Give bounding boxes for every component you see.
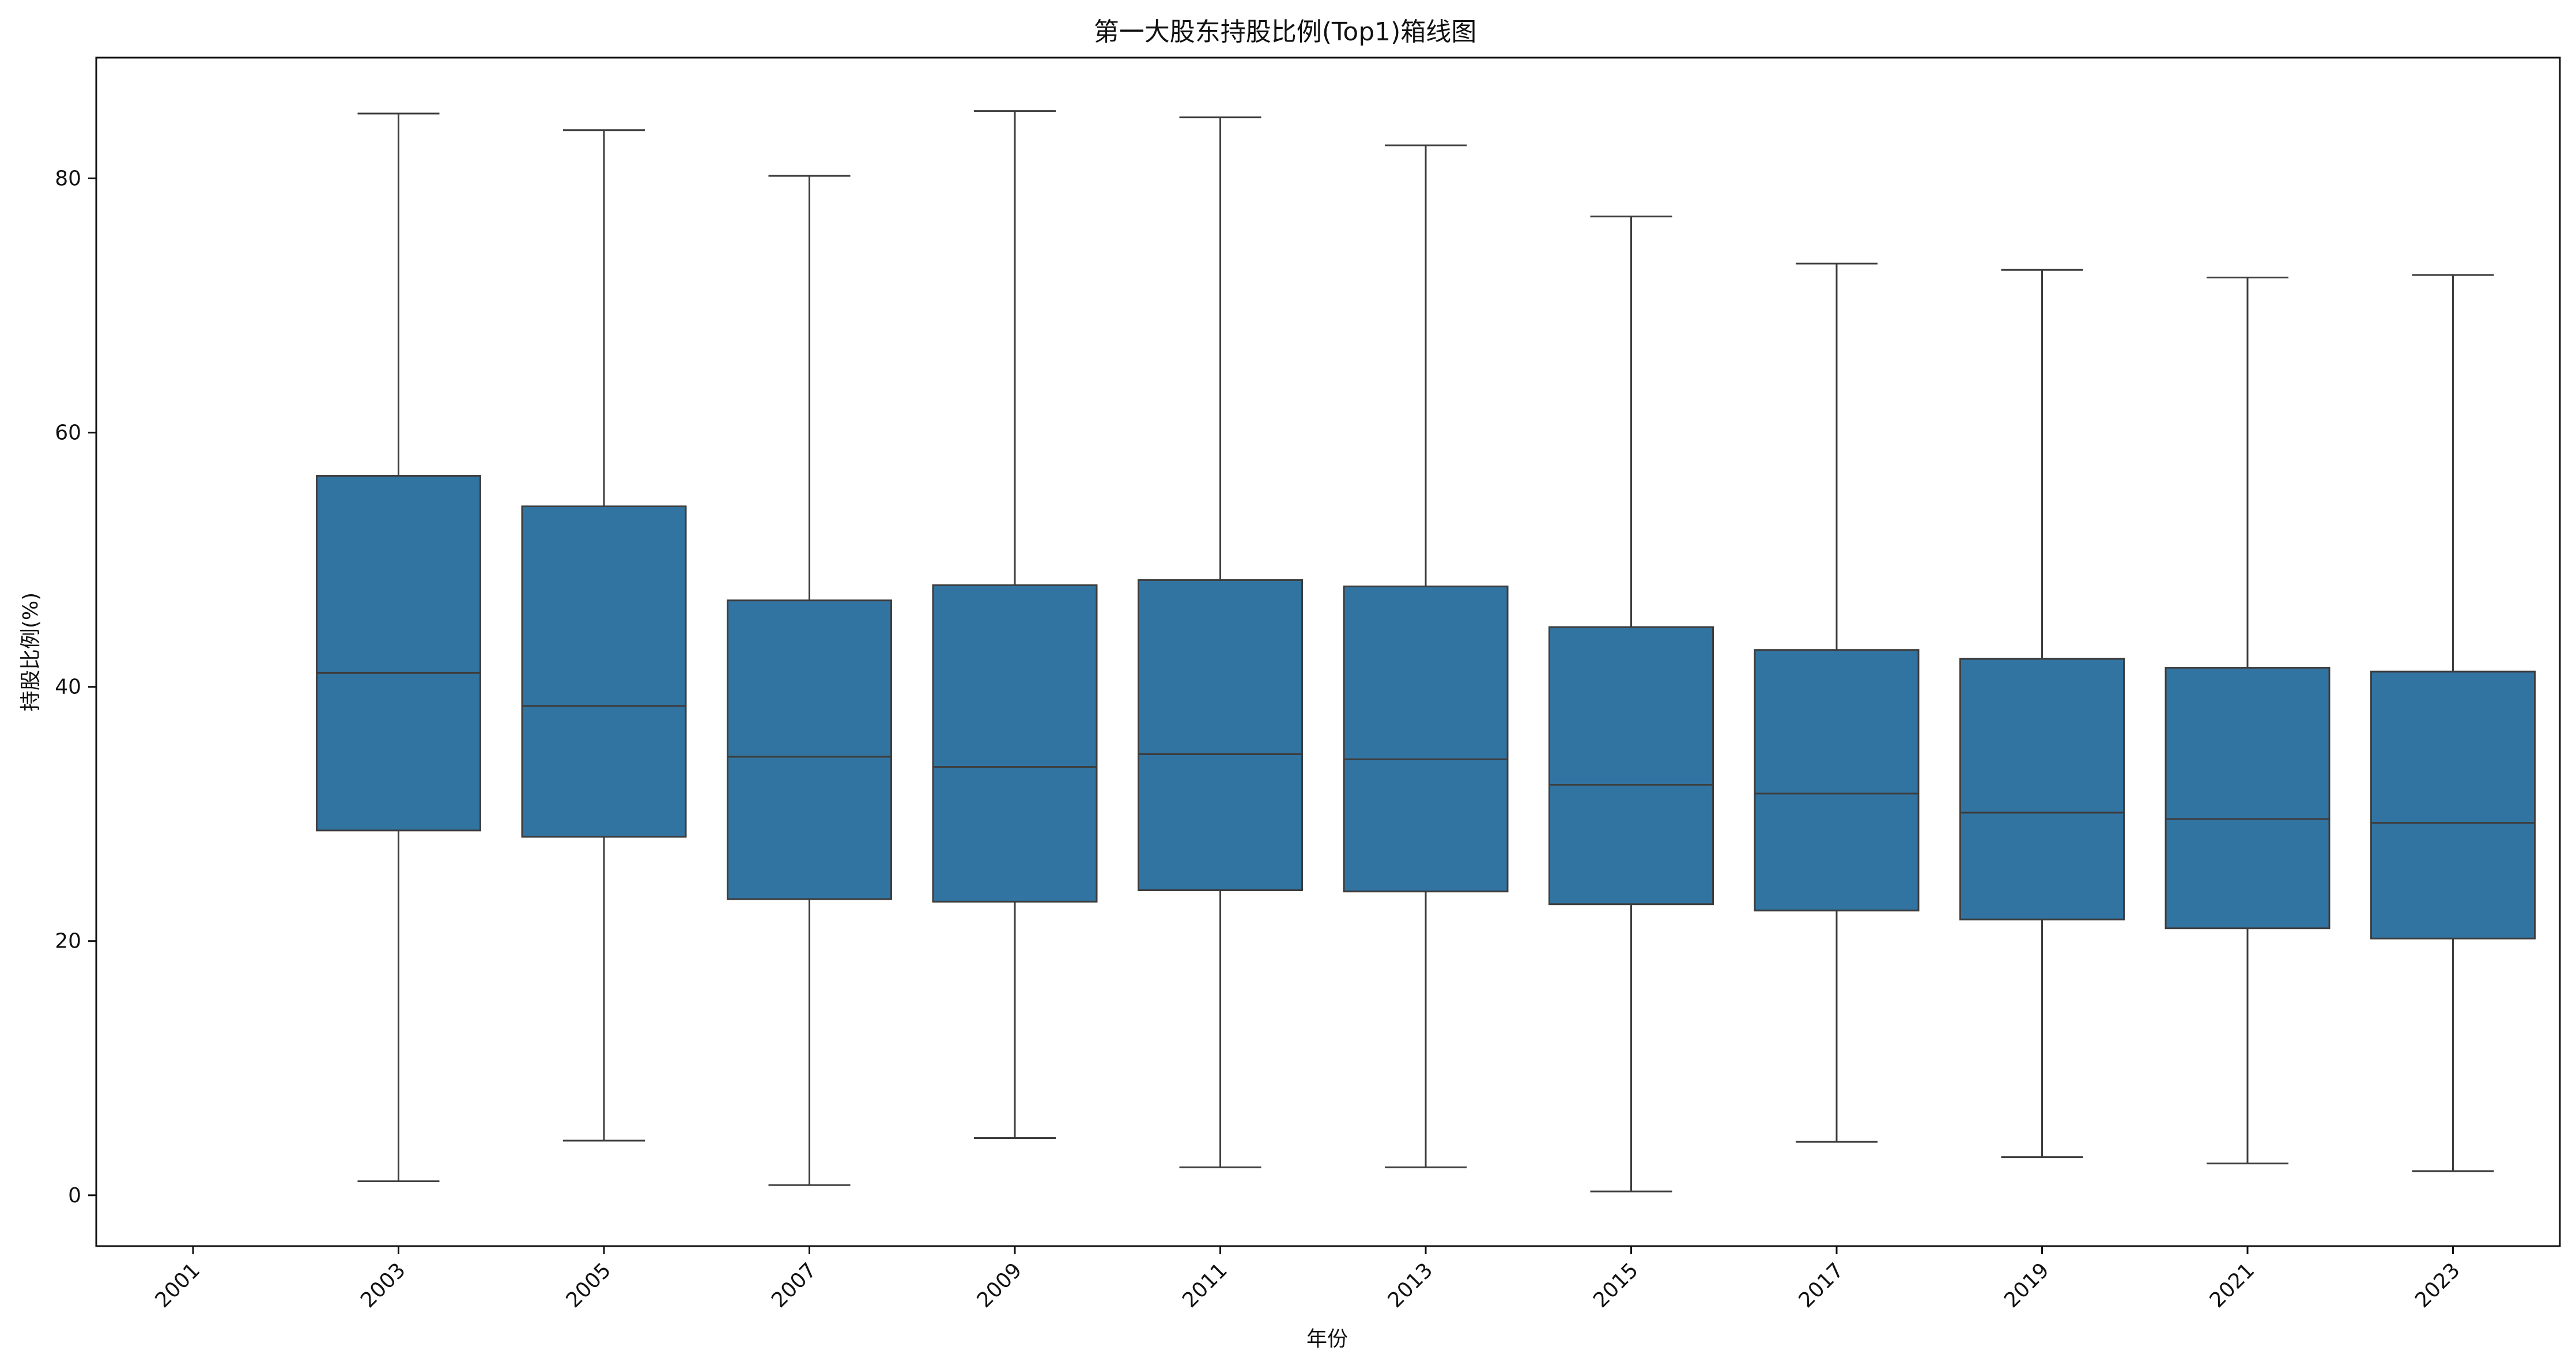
box-2023 xyxy=(2370,274,2536,1172)
y-tick-label: 0 xyxy=(68,1184,81,1207)
y-axis: 0 20 40 60 80 xyxy=(55,167,96,1207)
x-tick-label: 2003 xyxy=(356,1258,410,1312)
x-tick-label: 2023 xyxy=(2411,1258,2465,1312)
x-tick-label: 2005 xyxy=(562,1258,616,1312)
x-tick-label: 2019 xyxy=(2000,1258,2054,1312)
x-tick-label: 2021 xyxy=(2205,1258,2260,1312)
box-2021 xyxy=(2165,277,2331,1165)
x-tick-label: 2013 xyxy=(1384,1258,1438,1312)
iqr-box xyxy=(932,584,1098,903)
x-axis-label: 年份 xyxy=(1306,1327,1348,1351)
x-tick-label: 2009 xyxy=(973,1258,1027,1312)
box-2011 xyxy=(1138,116,1303,1168)
box-2013 xyxy=(1343,144,1509,1168)
iqr-box xyxy=(1548,626,1714,905)
y-tick-label: 20 xyxy=(55,930,81,953)
x-axis: 2001 2003 2005 2007 2009 2011 2013 2015 2017 2019… xyxy=(151,1246,2465,1312)
box-2017 xyxy=(1754,262,1920,1143)
x-tick-label: 2001 xyxy=(151,1258,205,1312)
iqr-box xyxy=(1959,658,2125,920)
box-2005 xyxy=(521,129,687,1142)
y-tick-label: 80 xyxy=(55,167,81,191)
y-axis-label: 持股比例(%) xyxy=(19,593,43,711)
box-2019 xyxy=(1959,269,2125,1159)
x-tick-label: 2011 xyxy=(1178,1258,1232,1312)
x-tick-label: 2007 xyxy=(767,1258,821,1312)
box-2015 xyxy=(1548,216,1714,1193)
iqr-box xyxy=(521,505,687,838)
iqr-box xyxy=(2370,670,2536,939)
chart-title: 第一大股东持股比例(Top1)箱线图 xyxy=(1094,17,1477,47)
iqr-box xyxy=(1343,585,1509,893)
iqr-box xyxy=(727,599,892,900)
x-tick-label: 2015 xyxy=(1589,1258,1643,1312)
iqr-box xyxy=(2165,667,2331,930)
iqr-box xyxy=(1138,579,1303,892)
y-tick-label: 40 xyxy=(55,676,81,699)
iqr-box xyxy=(316,475,481,832)
y-tick-label: 60 xyxy=(55,421,81,445)
iqr-box xyxy=(1754,649,1920,912)
boxes-layer xyxy=(316,110,2536,1193)
plot-area-frame xyxy=(95,56,2561,1247)
box-2009 xyxy=(932,110,1098,1139)
x-tick-label: 2017 xyxy=(1795,1258,1849,1312)
box-2007 xyxy=(727,175,892,1186)
box-2003 xyxy=(316,112,481,1183)
